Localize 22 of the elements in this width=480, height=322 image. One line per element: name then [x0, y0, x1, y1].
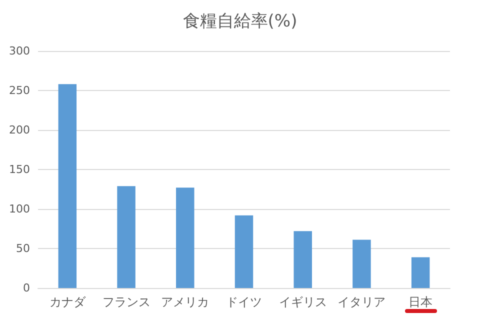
x-tick-label: イタリア — [338, 295, 386, 309]
x-tick-label: 日本 — [408, 295, 433, 309]
y-tick-label: 200 — [9, 124, 30, 136]
y-tick-label: 150 — [9, 163, 30, 176]
x-tick-label: アメリカ — [161, 295, 210, 309]
bar — [294, 231, 312, 288]
bar — [58, 84, 77, 288]
bar — [352, 240, 371, 288]
x-tick-label: フランス — [102, 295, 150, 309]
bar — [234, 215, 254, 288]
y-tick-label: 0 — [23, 282, 30, 294]
y-tick-label: 300 — [9, 44, 30, 58]
bar — [411, 257, 430, 288]
bar — [176, 188, 194, 288]
x-tick-label: ドイツ — [226, 295, 262, 309]
y-tick-label: 50 — [16, 242, 30, 255]
y-tick-label: 250 — [9, 84, 30, 97]
bar — [117, 186, 136, 288]
chart-title: 食糧自給率(%) — [182, 12, 298, 32]
x-tick-label: イギリス — [278, 295, 327, 309]
y-tick-label: 100 — [9, 202, 30, 216]
x-tick-label: カナダ — [49, 295, 86, 309]
